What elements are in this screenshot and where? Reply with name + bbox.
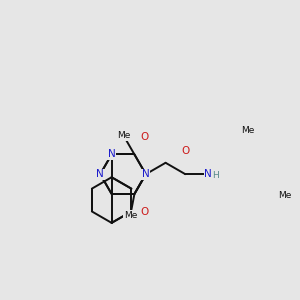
Text: Me: Me bbox=[117, 131, 130, 140]
Text: O: O bbox=[181, 146, 190, 156]
Text: N: N bbox=[204, 169, 212, 179]
Text: N: N bbox=[96, 169, 104, 179]
Text: N: N bbox=[108, 149, 116, 159]
Text: Me: Me bbox=[124, 211, 137, 220]
Text: Me: Me bbox=[241, 126, 254, 135]
Text: Me: Me bbox=[278, 191, 292, 200]
Text: H: H bbox=[212, 171, 219, 180]
Text: O: O bbox=[141, 132, 149, 142]
Text: O: O bbox=[141, 207, 149, 217]
Text: N: N bbox=[108, 149, 116, 159]
Text: N: N bbox=[142, 169, 150, 179]
